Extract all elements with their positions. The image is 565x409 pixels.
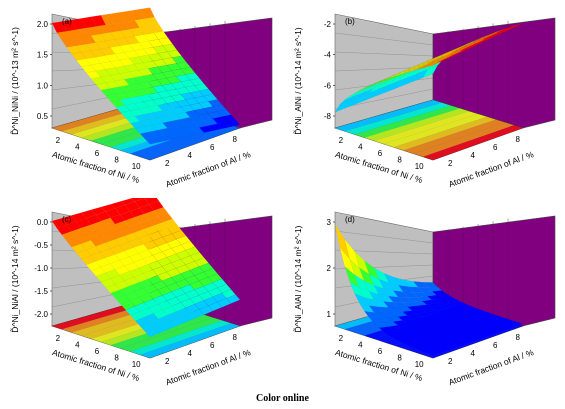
z-tick-label: 1.0 — [37, 81, 49, 90]
surface-plot-svg: 0.0 -0.5 -1.0 -1.5 -2.0 D̃^Ni_NiAl / (10^-14 … — [10, 198, 273, 387]
x-tick-label: 8 — [397, 155, 402, 164]
panel-label: (b) — [345, 17, 355, 26]
surface-plot-svg: 2.0 1.5 1.0 0.5 D̃^Ni_NiNi / (10^-13 m² s^-1… — [10, 7, 273, 189]
floor-contour-band — [413, 122, 514, 157]
floor-contour-band — [384, 114, 487, 148]
surface-patch — [509, 322, 524, 328]
surface-patch — [226, 294, 241, 304]
floor-contour-band — [403, 119, 505, 154]
y-tick-label: 2 — [165, 159, 170, 168]
grid-line — [334, 51, 434, 57]
floor-contour-band — [130, 320, 231, 355]
floor-contour-band — [140, 125, 240, 160]
surface-patch — [509, 22, 524, 29]
y-tick-label: 6 — [210, 341, 215, 350]
surface-plot-svg: 3 2 1 D̃^Ni_AlAl / (10^-14 m² s^-1) (d) 2 4 6 8 1… — [293, 211, 556, 387]
y-tick-label: 4 — [188, 349, 193, 358]
x-tick-label: 2 — [339, 136, 344, 145]
panel-a: 2.0 1.5 1.0 0.5 D̃^Ni_NiNi / (10^-13 m² s^-1… — [0, 0, 282, 195]
grid-line — [334, 32, 434, 46]
floor-contour-band — [344, 102, 451, 135]
z-tick-label: 2.0 — [37, 20, 49, 29]
z-tick-label: 1.5 — [37, 51, 49, 60]
y-tick-label: 4 — [471, 151, 476, 160]
z-axis-label: D̃^Ni_AlAl / (10^-14 m² s^-1) — [293, 225, 303, 332]
x-tick-label: 8 — [114, 155, 119, 164]
y-axis-label: Atomic fraction of Al / % — [164, 149, 252, 189]
y-tick-label: 8 — [516, 135, 521, 144]
floor-contour-band — [120, 317, 222, 352]
y-tick-label: 6 — [493, 341, 498, 350]
z-axis-label: D̃^Ni_NiAl / (10^-14 m² s^-1) — [10, 225, 20, 333]
z-tick-label: 3 — [327, 218, 332, 227]
y-tick-label: 2 — [165, 357, 170, 366]
y-tick-label: 6 — [493, 143, 498, 152]
x-tick-label: 4 — [358, 341, 363, 350]
y-tick-label: 8 — [516, 333, 521, 342]
y-tick-label: 2 — [448, 159, 453, 168]
floor-contour-band — [374, 111, 478, 144]
grid-line — [334, 230, 434, 244]
z-tick-label: 0.0 — [37, 218, 49, 227]
figure-caption: Color online — [256, 393, 309, 404]
z-tick-label: -1.5 — [34, 287, 48, 296]
x-tick-label: 6 — [95, 149, 100, 158]
x-tick-label: 4 — [358, 143, 363, 152]
x-tick-label: 6 — [378, 149, 383, 158]
z-tick-label: -8 — [324, 112, 332, 121]
z-tick-label: 0.5 — [37, 112, 49, 121]
floor-contour-band — [393, 116, 496, 151]
y-axis-label: Atomic fraction of Al / % — [447, 149, 535, 189]
x-tick-label: 6 — [95, 347, 100, 356]
floor-contour-band — [335, 100, 442, 132]
x-tick-label: 10 — [415, 360, 424, 369]
y-axis-label: Atomic fraction of Al / % — [164, 347, 252, 387]
y-tick-label: 8 — [233, 135, 238, 144]
x-tick-label: 10 — [415, 162, 424, 171]
x-tick-label: 2 — [339, 334, 344, 343]
z-axis-label: D̃^Ni_NiNi / (10^-13 m² s^-1) — [10, 27, 20, 135]
y-tick-label: 4 — [471, 349, 476, 358]
z-tick-label: -4 — [324, 51, 332, 60]
panel-b: -2 -4 -6 -8 D̃^Ni_AlNi / (10^-14 m² s^-1) (b)… — [283, 0, 565, 195]
y-axis-label: Atomic fraction of Al / % — [447, 347, 535, 387]
z-tick-label: -2 — [324, 20, 332, 29]
z-axis-label: D̃^Ni_AlNi / (10^-14 m² s^-1) — [293, 27, 303, 135]
panel-label: (d) — [345, 215, 355, 224]
x-tick-label: 10 — [132, 162, 141, 171]
panel-c: 0.0 -0.5 -1.0 -1.5 -2.0 D̃^Ni_NiAl / (10^-14 … — [0, 198, 282, 393]
x-tick-label: 2 — [56, 136, 61, 145]
floor-contour-band — [140, 323, 240, 358]
floor-contour-band — [364, 108, 469, 141]
z-tick-label: 2 — [327, 264, 332, 273]
z-tick-label: -1.0 — [34, 264, 48, 273]
surface-patch — [226, 119, 241, 127]
floor-contour-band — [354, 105, 460, 138]
x-tick-label: 4 — [75, 143, 80, 152]
z-tick-label: 1 — [327, 310, 332, 319]
z-tick-label: -0.5 — [34, 241, 48, 250]
x-tick-label: 4 — [75, 341, 80, 350]
x-tick-label: 2 — [56, 334, 61, 343]
x-tick-label: 8 — [397, 353, 402, 362]
z-tick-label: -2.0 — [34, 310, 48, 319]
y-tick-label: 8 — [233, 333, 238, 342]
z-tick-label: -6 — [324, 81, 332, 90]
floor-contour-band — [423, 125, 523, 160]
panel-label: (a) — [62, 17, 72, 26]
x-tick-label: 10 — [132, 360, 141, 369]
y-tick-label: 2 — [448, 357, 453, 366]
x-tick-label: 8 — [114, 353, 119, 362]
surface-plot-svg: -2 -4 -6 -8 D̃^Ni_AlNi / (10^-14 m² s^-1) (b)… — [293, 13, 556, 189]
panel-d: 3 2 1 D̃^Ni_AlAl / (10^-14 m² s^-1) (d) 2 4 6 8 1… — [283, 198, 565, 393]
panel-label: (c) — [62, 215, 72, 224]
y-tick-label: 6 — [210, 143, 215, 152]
x-tick-label: 6 — [378, 347, 383, 356]
back-wall-purple — [432, 17, 556, 129]
y-tick-label: 4 — [188, 151, 193, 160]
